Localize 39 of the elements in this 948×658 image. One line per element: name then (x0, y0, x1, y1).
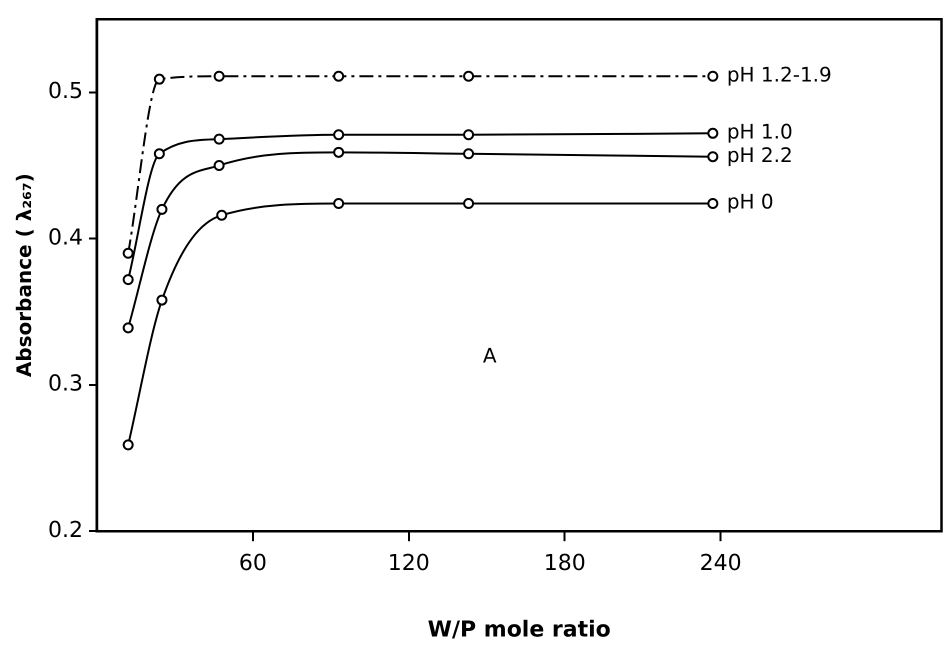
y-axis-title: Absorbance ( λ₂₆₇) (12, 173, 36, 378)
point (154, 74, 165, 85)
series-label: pH 1.0 (726, 120, 793, 144)
point (216, 210, 228, 221)
series-label: pH 2.2 (726, 142, 793, 167)
point (154, 148, 165, 160)
point (122, 322, 134, 334)
series-label: pH 1.2-1.9 (726, 62, 832, 86)
point (707, 70, 718, 82)
point (122, 439, 134, 450)
x-tick-label: 120 (388, 551, 430, 576)
point (333, 70, 344, 82)
point (156, 294, 168, 306)
x-tick-label: 180 (544, 551, 586, 576)
x-tick-label: 60 (238, 551, 267, 576)
point (122, 248, 134, 259)
point (214, 160, 225, 171)
point (214, 134, 225, 145)
point (463, 198, 474, 210)
y-tick-label: 0.5 (48, 79, 83, 104)
series-label: pH 0 (726, 190, 774, 214)
point (707, 128, 718, 139)
point (463, 70, 474, 82)
point (214, 70, 225, 82)
y-tick-label: 0.2 (48, 518, 83, 543)
y-tick-label: 0.3 (48, 372, 83, 397)
point (707, 198, 718, 210)
x-tick-label: 240 (700, 551, 742, 576)
point (333, 129, 344, 140)
point (156, 204, 168, 215)
point (333, 198, 344, 210)
point (463, 129, 474, 140)
x-axis-title: W/P mole ratio (428, 618, 611, 643)
annotation: A (482, 343, 497, 368)
point (333, 146, 344, 158)
point (707, 151, 718, 162)
point (122, 274, 134, 286)
y-tick-label: 0.4 (48, 225, 83, 250)
point (463, 148, 474, 160)
